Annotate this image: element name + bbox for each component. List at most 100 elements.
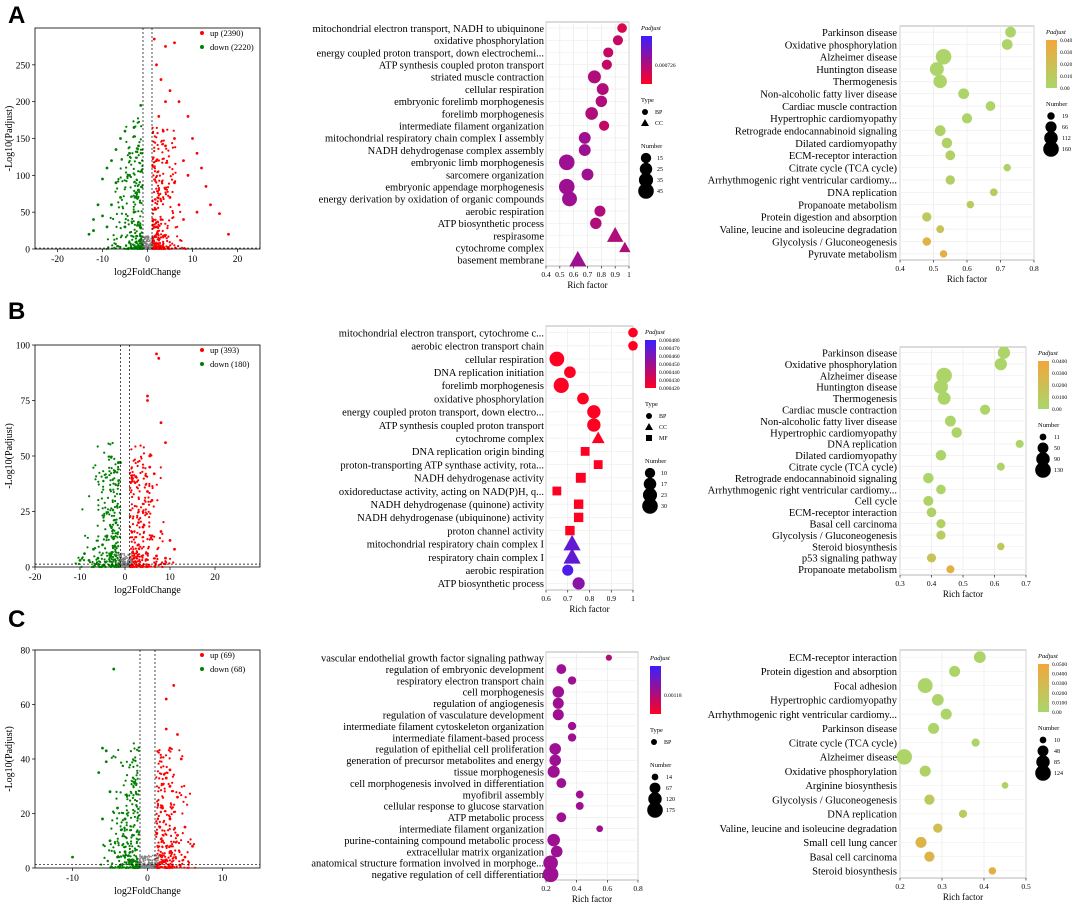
up-point	[169, 854, 172, 858]
down-point	[130, 195, 133, 198]
up-point	[156, 802, 160, 806]
down-point	[108, 554, 111, 557]
down-point	[109, 216, 112, 219]
down-point	[134, 231, 137, 235]
up-point	[147, 510, 150, 513]
down-point	[103, 512, 106, 516]
up-point	[139, 545, 142, 548]
up-point	[157, 849, 160, 852]
term-label: NADH dehydrogenase complex assembly	[368, 146, 545, 157]
down-point	[130, 840, 133, 843]
down-point	[133, 135, 137, 138]
up-point	[137, 518, 140, 521]
down-point	[132, 208, 135, 211]
down-point	[131, 222, 134, 225]
up-point	[165, 237, 168, 240]
down-point	[96, 539, 99, 542]
up-point	[173, 41, 176, 45]
up-point	[179, 239, 182, 242]
down-point	[110, 756, 113, 759]
ns-point	[147, 854, 150, 857]
up-point	[209, 203, 212, 207]
down-point	[106, 508, 110, 511]
up-point	[155, 812, 158, 816]
down-point	[117, 545, 120, 548]
down-point	[108, 474, 111, 477]
down-point	[125, 854, 128, 857]
down-point	[121, 866, 124, 869]
down-point	[132, 194, 135, 197]
term-label: Glycolysis / Gluconeogenesis	[772, 795, 897, 806]
up-point	[172, 840, 175, 844]
up-point	[191, 137, 194, 140]
up-point	[129, 515, 132, 518]
down-point	[130, 829, 133, 832]
down-point	[124, 779, 127, 782]
term-marker-circle	[578, 131, 591, 144]
up-point	[171, 843, 174, 846]
down-point	[128, 155, 132, 158]
term-label: Hypertrophic cardiomyopathy	[770, 696, 898, 707]
up-point	[129, 536, 132, 539]
up-point	[157, 846, 160, 849]
down-point	[128, 794, 131, 797]
up-point	[162, 854, 165, 857]
term-label: embryonic forelimb morphogenesis	[394, 97, 544, 108]
up-point	[192, 843, 196, 846]
up-point	[131, 558, 134, 561]
up-point	[158, 749, 161, 752]
up-point	[173, 244, 176, 247]
up-point	[166, 771, 169, 775]
down-point	[117, 865, 120, 868]
down-point	[117, 465, 120, 469]
down-point	[131, 217, 134, 220]
ns-point	[146, 858, 149, 861]
down-point	[97, 498, 100, 502]
colorbar-tick-label: 0.0300	[1060, 50, 1072, 56]
down-point	[101, 552, 104, 555]
up-point	[171, 851, 174, 854]
up-point	[152, 472, 156, 476]
down-point	[116, 506, 119, 509]
up-point	[180, 794, 183, 797]
term-label: ECM-receptor interaction	[789, 151, 898, 162]
up-point	[162, 234, 165, 237]
up-point	[156, 852, 159, 855]
up-point	[159, 192, 162, 195]
legend-label-down: down (2220)	[210, 42, 254, 52]
legend-label-up: up (393)	[210, 345, 239, 355]
term-marker-circle	[596, 825, 604, 833]
term-label: energy coupled proton transport, down el…	[316, 48, 544, 59]
term-marker-circle	[612, 35, 623, 46]
down-point	[130, 861, 133, 864]
down-point	[126, 234, 129, 237]
up-point	[151, 208, 155, 211]
up-point	[129, 491, 132, 494]
up-point	[135, 505, 138, 508]
down-point	[138, 191, 141, 194]
down-point	[113, 529, 116, 532]
up-point	[137, 521, 140, 524]
term-marker-circle	[549, 754, 561, 767]
down-point	[121, 819, 124, 822]
up-point	[168, 219, 171, 222]
down-point	[125, 166, 128, 169]
up-point	[155, 174, 158, 178]
up-point	[135, 552, 138, 555]
ns-point	[149, 859, 152, 861]
down-point	[104, 528, 107, 531]
up-point	[165, 846, 168, 850]
term-marker-circle	[951, 427, 962, 438]
up-point	[170, 834, 173, 838]
up-point	[162, 765, 165, 768]
down-point	[132, 220, 135, 223]
up-point	[130, 467, 133, 470]
term-marker-circle	[547, 833, 560, 847]
term-label: regulation of vasculature development	[383, 711, 544, 722]
up-point	[151, 165, 154, 168]
up-point	[170, 807, 173, 810]
down-point	[114, 483, 117, 486]
x-tick-label: 1	[631, 594, 635, 603]
term-label: ATP synthesis coupled proton transport	[379, 421, 544, 432]
up-point	[131, 545, 134, 549]
